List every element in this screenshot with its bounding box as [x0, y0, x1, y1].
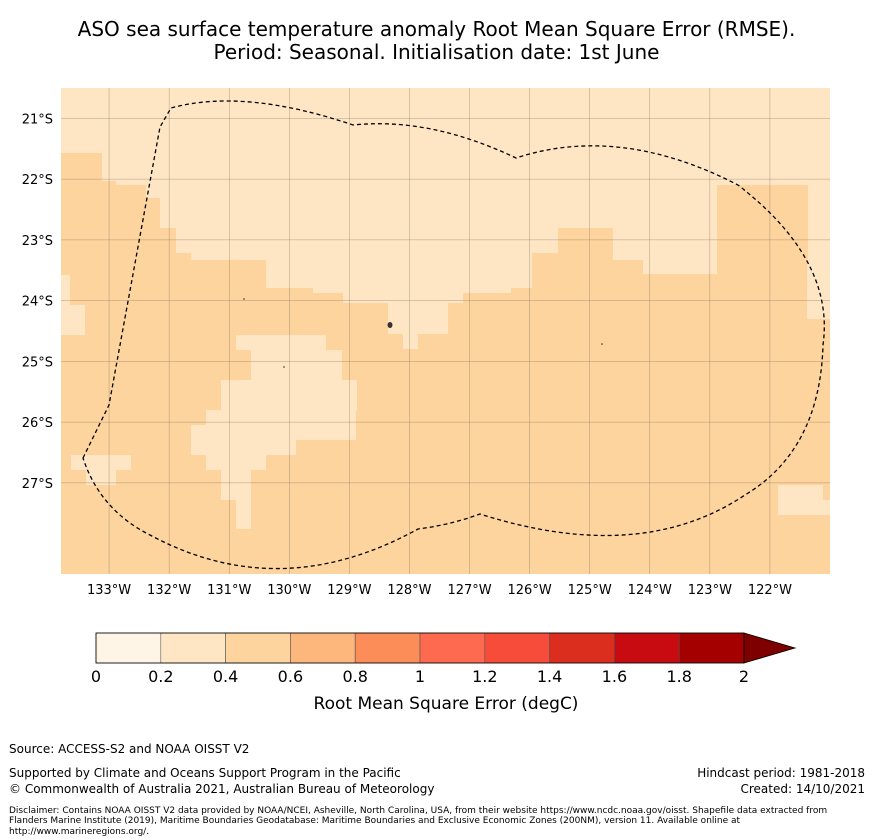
- island: [601, 343, 603, 345]
- latitude-tick-label: 22°S: [22, 173, 53, 188]
- longitude-tick-label: 127°W: [447, 583, 491, 598]
- latitude-tick-label: 24°S: [22, 295, 53, 310]
- colorbar-segment: [225, 632, 291, 664]
- colorbar-tick-label: 0.8: [342, 667, 367, 686]
- latitude-tick-label: 23°S: [22, 234, 53, 249]
- longitude-tick-label: 125°W: [568, 583, 612, 598]
- colorbar-tick-label: 0.4: [213, 667, 238, 686]
- disclaimer-text: Disclaimer: Contains NOAA OISST V2 data …: [9, 806, 828, 837]
- light-cell: [716, 88, 822, 169]
- chart-title-line-1: ASO sea surface temperature anomaly Root…: [77, 17, 796, 41]
- light-cell: [71, 455, 131, 470]
- colorbar-tick-label: 2: [739, 667, 749, 686]
- longitude-tick-label: 130°W: [267, 583, 311, 598]
- colorbar-segment: [160, 632, 226, 664]
- colorbar-segment: [549, 632, 615, 664]
- colorbar-tick-label: 1.6: [602, 667, 627, 686]
- longitude-tick-label: 122°W: [748, 583, 792, 598]
- longitude-tick-label: 123°W: [688, 583, 732, 598]
- colorbar-segment: [419, 632, 486, 664]
- longitude-tick-label: 129°W: [327, 583, 371, 598]
- latitude-tick-labels: 21°S 22°S 23°S 24°S 25°S 26°S 27°S: [22, 112, 53, 492]
- longitude-tick-labels: 133°W 132°W 131°W 130°W 129°W 128°W 127°W 126°W…: [87, 583, 792, 598]
- latitude-tick-label: 27°S: [22, 477, 53, 492]
- longitude-tick-label: 126°W: [508, 583, 552, 598]
- eez-boundary: [82, 100, 825, 570]
- light-cell: [582, 88, 613, 228]
- latitude-tick-label: 25°S: [22, 355, 53, 370]
- colorbar-tick-label: 0.6: [278, 667, 303, 686]
- longitude-tick-label: 132°W: [147, 583, 191, 598]
- colorbar-segment: [354, 632, 421, 664]
- longitude-tick-label: 128°W: [387, 583, 431, 598]
- chart-title-line-2: Period: Seasonal. Initialisation date: 1…: [213, 40, 660, 64]
- light-cell: [236, 335, 326, 350]
- colorbar-segments: [95, 632, 745, 664]
- island: [243, 298, 245, 300]
- colorbar-segment: [614, 632, 680, 664]
- colorbar-outline: [95, 632, 745, 664]
- light-cell: [251, 350, 342, 380]
- light-rmse-region: [61, 88, 830, 529]
- longitude-tick-label: 133°W: [87, 583, 131, 598]
- light-cell: [537, 88, 582, 213]
- longitude-tick-label: 131°W: [207, 583, 251, 598]
- colorbar-tick-label: 0: [91, 667, 101, 686]
- copyright-text: © Commonwealth of Australia 2021, Austra…: [9, 782, 435, 796]
- light-cell: [221, 380, 357, 410]
- light-cell: [808, 88, 830, 259]
- colorbar-label: Root Mean Square Error (degC): [314, 694, 579, 714]
- light-cell: [236, 470, 251, 529]
- light-cell: [191, 425, 296, 455]
- map-panel: 133°W 132°W 131°W 130°W 129°W 128°W 127°W 126°W…: [22, 88, 830, 598]
- island: [387, 322, 393, 328]
- supported-text: Supported by Climate and Oceans Support …: [9, 766, 401, 780]
- colorbar-segment: [95, 632, 162, 664]
- hindcast-period-text: Hindcast period: 1981-2018: [697, 766, 865, 780]
- latitude-tick-label: 21°S: [22, 112, 53, 127]
- colorbar-tick-label: 1.8: [666, 667, 691, 686]
- light-cell: [507, 88, 537, 198]
- island: [283, 366, 285, 368]
- source-text: Source: ACCESS-S2 and NOAA OISST V2: [9, 742, 250, 756]
- light-cell: [61, 305, 85, 335]
- created-date-text: Created: 14/10/2021: [740, 782, 865, 796]
- light-cell: [85, 94, 100, 109]
- latitude-tick-label: 26°S: [22, 416, 53, 431]
- colorbar-tick-label: 1.4: [537, 667, 562, 686]
- colorbar-extend-arrow: [743, 632, 797, 664]
- islands: [243, 298, 603, 368]
- colorbar-tick-label: 0.2: [148, 667, 173, 686]
- light-cell: [778, 500, 830, 515]
- light-cell: [778, 485, 823, 500]
- light-cell: [617, 88, 716, 170]
- map-gridlines: [61, 88, 830, 574]
- light-cell: [403, 88, 418, 349]
- colorbar-segment: [484, 632, 550, 664]
- colorbar-segment: [678, 632, 745, 664]
- colorbar-tick-label: 1.2: [472, 667, 497, 686]
- longitude-tick-label: 124°W: [628, 583, 672, 598]
- colorbar-tick-labels: 0 0.2 0.4 0.6 0.8 1 1.2 1.4 1.6 1.8 2: [91, 667, 749, 686]
- light-cell: [86, 470, 116, 485]
- colorbar-tick-label: 1: [415, 667, 425, 686]
- colorbar: 0 0.2 0.4 0.6 0.8 1 1.2 1.4 1.6 1.8 2 Root Mean Sq…: [91, 632, 797, 714]
- colorbar-segment: [290, 632, 356, 664]
